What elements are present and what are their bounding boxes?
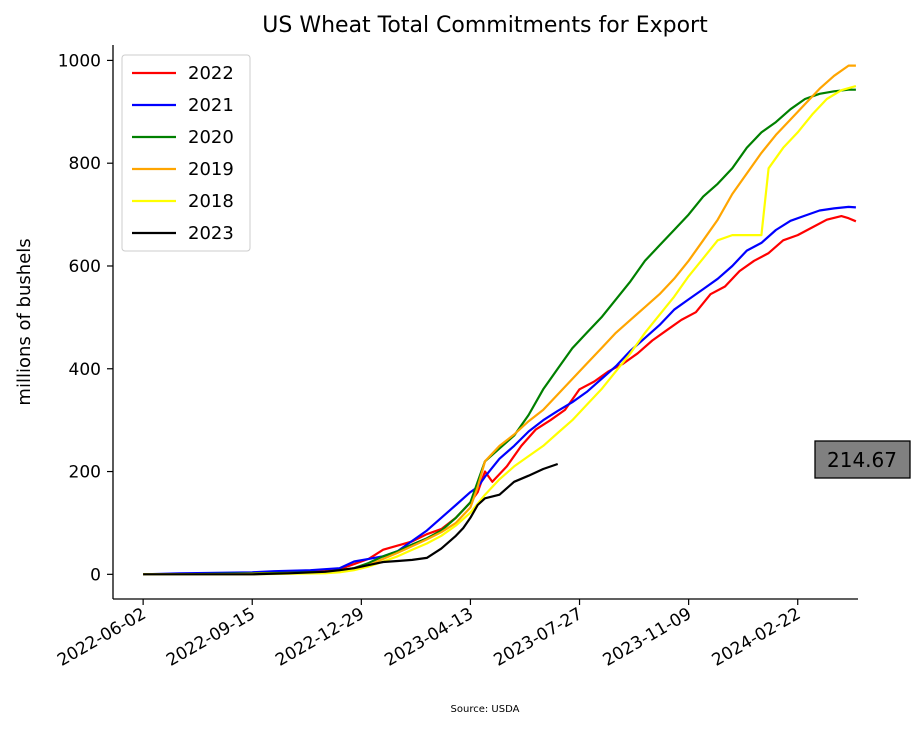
- series-line-2022: [143, 215, 857, 576]
- x-tick-label: 2022-12-29: [272, 604, 368, 671]
- axes: [112, 45, 858, 600]
- series-line-2018: [143, 85, 857, 576]
- y-ticks: 0 200 400 600 800 1000: [58, 51, 113, 585]
- legend-label-2021: 2021: [188, 95, 234, 116]
- callout-box: [814, 440, 911, 479]
- x-ticks: 2022-06-02 2022-09-15 2022-12-29 2023-04-13…: [54, 599, 804, 671]
- series-line-2021: [143, 205, 856, 576]
- x-tick-label: 2024-02-22: [709, 604, 805, 671]
- y-tick-label: 400: [69, 360, 101, 380]
- chart-title: US Wheat Total Commitments for Export: [262, 13, 708, 38]
- x-tick-label: 2022-06-02: [54, 604, 150, 671]
- x-tick-label: 2023-11-09: [600, 604, 696, 671]
- source-note: Source: USDA: [451, 704, 520, 715]
- y-tick-label: 600: [69, 257, 101, 277]
- y-tick-label: 800: [69, 154, 101, 174]
- legend-items: 2022 2021 2020 2019 2018 2023: [132, 63, 234, 244]
- callout-value: 214.67: [827, 448, 897, 472]
- series-line-2023: [143, 462, 559, 576]
- x-tick-label: 2022-09-15: [163, 604, 259, 671]
- legend-label-2022: 2022: [188, 63, 234, 84]
- y-axis-label: millions of bushels: [14, 238, 35, 405]
- y-tick-label: 200: [69, 463, 101, 483]
- x-tick-label: 2023-04-13: [381, 604, 477, 671]
- legend-box: [121, 54, 251, 252]
- legend-label-2023: 2023: [188, 223, 234, 244]
- series-lines: [143, 64, 857, 576]
- value-callout: 214.67: [814, 440, 911, 479]
- legend-label-2019: 2019: [188, 159, 234, 180]
- legend-label-2020: 2020: [188, 127, 234, 148]
- y-tick-label: 0: [90, 565, 101, 585]
- y-tick-label: 1000: [58, 51, 101, 71]
- x-tick-label: 2023-07-27: [490, 604, 586, 671]
- legend-label-2018: 2018: [188, 191, 234, 212]
- legend: 2022 2021 2020 2019 2018 2023: [121, 54, 251, 252]
